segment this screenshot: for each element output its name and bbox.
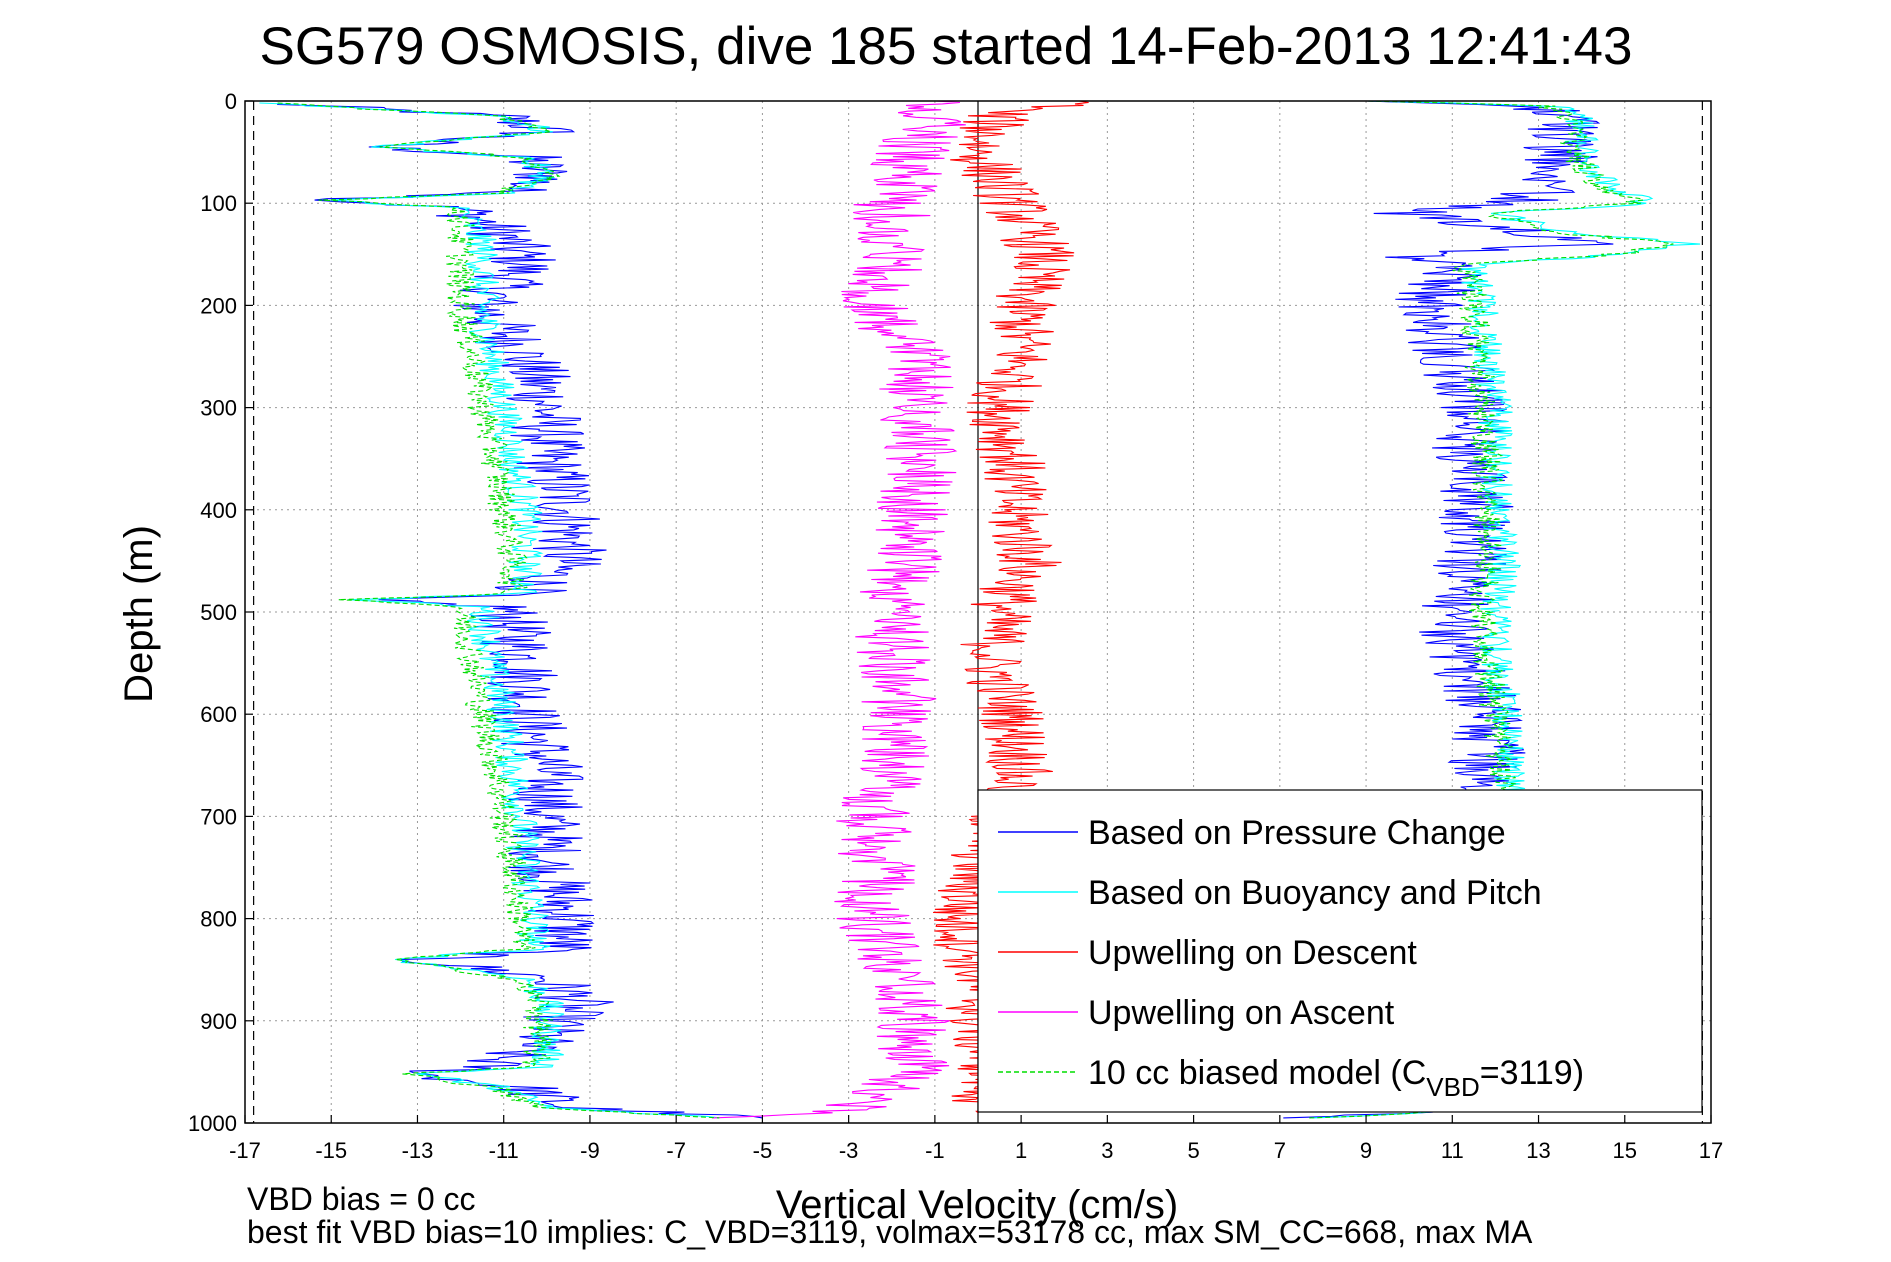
legend-entry: Upwelling on Descent — [1088, 934, 1417, 972]
x-tick-label: 3 — [1101, 1138, 1113, 1163]
y-tick-label: 900 — [200, 1009, 237, 1034]
legend-entry: 10 cc biased model (CVBD=3119) — [1088, 1054, 1584, 1102]
x-tick-label: 5 — [1187, 1138, 1199, 1163]
annotation-line-1: VBD bias = 0 cc — [247, 1181, 476, 1217]
y-tick-label: 400 — [200, 498, 237, 523]
y-tick-label: 500 — [200, 600, 237, 625]
legend-entry: Upwelling on Ascent — [1088, 994, 1395, 1032]
legend-entry: Based on Buoyancy and Pitch — [1088, 874, 1542, 912]
series-1-descent-line — [276, 102, 763, 1119]
series-4-ascent-line — [711, 100, 966, 1119]
x-tick-label: 1 — [1015, 1138, 1027, 1163]
x-tick-label: -17 — [229, 1138, 261, 1163]
x-tick-label: 17 — [1699, 1138, 1723, 1163]
x-tick-label: -11 — [489, 1138, 519, 1163]
legend-box — [977, 789, 1703, 1113]
series-3-descent-line — [933, 100, 1089, 1114]
y-tick-label: 700 — [200, 804, 237, 829]
x-tick-label: -9 — [580, 1138, 600, 1163]
legend-entry: Based on Pressure Change — [1088, 814, 1506, 852]
y-tick-label: 200 — [200, 293, 237, 318]
series-5-descent-line — [277, 102, 720, 1119]
x-tick-label: -7 — [666, 1138, 686, 1163]
y-tick-label: 0 — [225, 89, 237, 114]
x-tick-label: 9 — [1360, 1138, 1372, 1163]
y-tick-label: 300 — [200, 396, 237, 421]
y-tick-label: 100 — [200, 191, 237, 216]
x-tick-label: -1 — [925, 1138, 945, 1163]
x-tick-label: 11 — [1441, 1138, 1464, 1163]
x-tick-label: -13 — [402, 1138, 434, 1163]
x-axis-label: Vertical Velocity (cm/s) — [776, 1183, 1178, 1227]
y-axis-label: Depth (m) — [117, 525, 161, 703]
x-tick-label: -3 — [839, 1138, 859, 1163]
y-tick-label: 1000 — [188, 1111, 237, 1136]
x-tick-label: 15 — [1613, 1138, 1637, 1163]
x-tick-label: -15 — [315, 1138, 347, 1163]
axis-ticks: -17 -15 -13 -11 -9 -7 -5 -3 -1 1 3 5 7 9 11 13 15 1701002… — [188, 89, 1723, 1163]
legend: Based on Pressure Change Based on Buoyanc… — [977, 789, 1703, 1113]
series-2-descent-line — [259, 102, 720, 1119]
x-tick-label: 7 — [1274, 1138, 1286, 1163]
y-tick-label: 800 — [200, 907, 237, 932]
y-tick-label: 600 — [200, 702, 237, 727]
annotation-line-2: best fit VBD bias=10 implies: C_VBD=3119… — [247, 1214, 1533, 1250]
chart-title: SG579 OSMOSIS, dive 185 started 14-Feb-2… — [260, 17, 1633, 76]
x-tick-label: -5 — [753, 1138, 773, 1163]
x-tick-label: 13 — [1526, 1138, 1550, 1163]
